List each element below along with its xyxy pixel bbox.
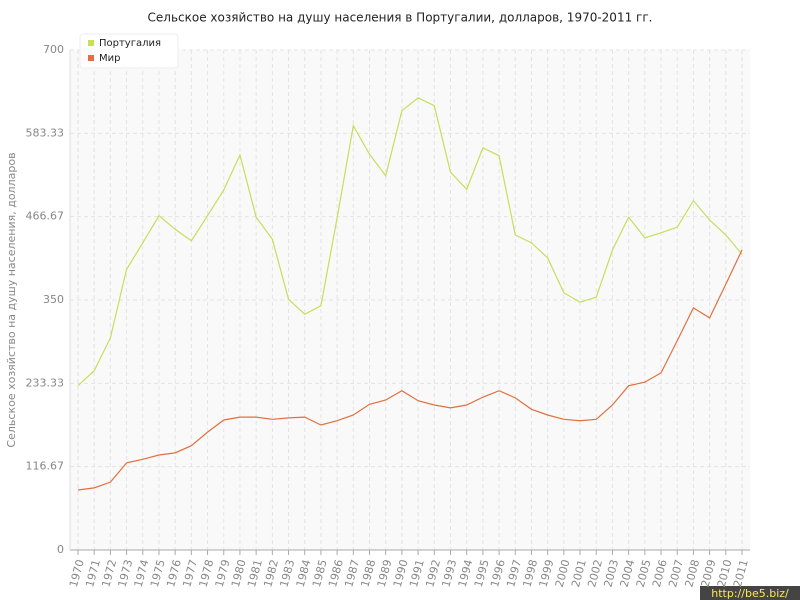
legend-label: Португалия [99, 38, 161, 49]
y-tick-label: 583.33 [26, 126, 65, 139]
y-tick-label: 116.67 [26, 460, 65, 473]
series-line [77, 97, 743, 387]
watermark-bg [700, 586, 800, 600]
y-tick-label: 466.67 [26, 210, 65, 223]
chart-title: Сельское хозяйство на душу населения в П… [148, 11, 653, 25]
legend-swatch [88, 40, 94, 46]
y-tick-label: 0 [57, 543, 64, 556]
y-axis-title: Сельское хозяйство на душу населения, до… [5, 152, 18, 447]
y-tick-label: 700 [43, 43, 64, 56]
y-tick-label: 350 [43, 293, 64, 306]
legend-label: Мир [99, 53, 120, 64]
watermark: http://be5.biz/ [711, 587, 789, 600]
legend: Португалия Мир [79, 33, 179, 69]
legend-swatch [88, 55, 94, 61]
y-tick-label: 233.33 [26, 376, 65, 389]
series-line [77, 249, 743, 491]
legend-box [79, 33, 179, 69]
